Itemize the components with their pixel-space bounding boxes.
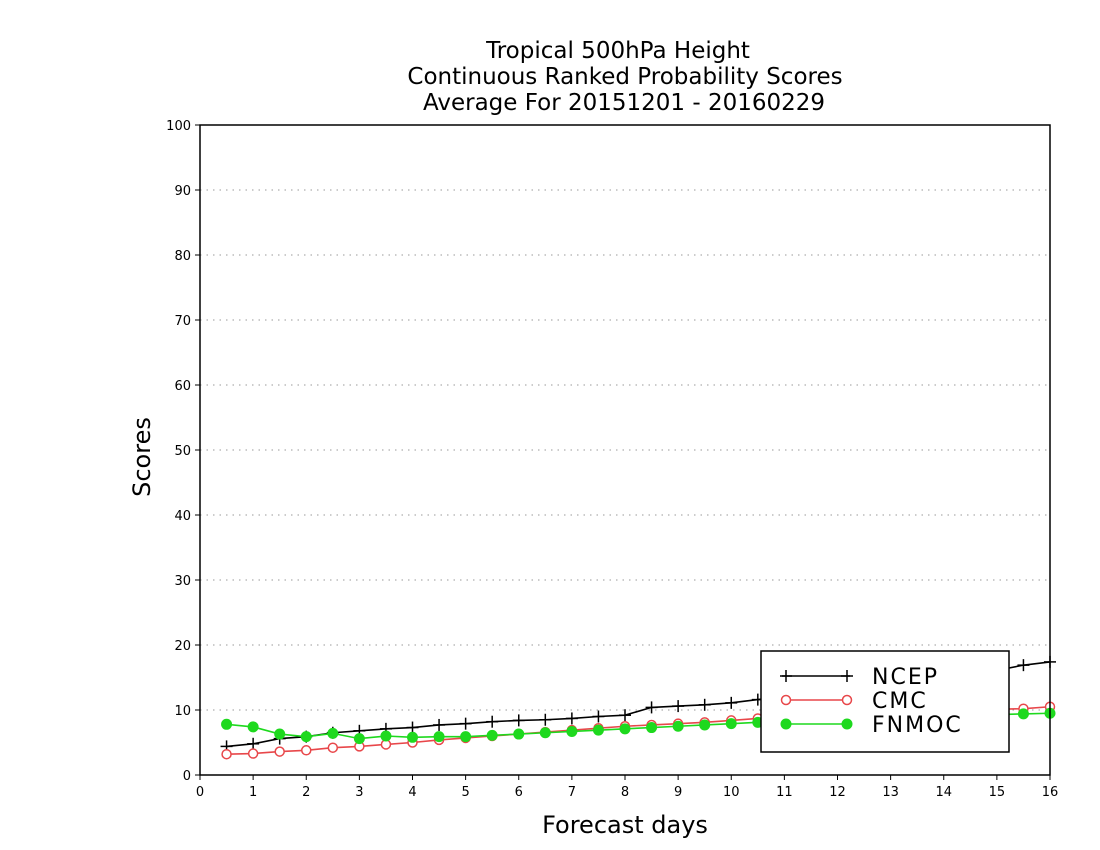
data-point-ncep (486, 715, 499, 728)
legend-marker-fnmoc (780, 718, 792, 730)
data-point-fnmoc (274, 728, 286, 740)
data-point-fnmoc (699, 719, 711, 731)
data-point-cmc (327, 742, 339, 753)
data-point-ncep (1017, 659, 1030, 672)
legend-marker-cmc (780, 694, 792, 706)
x-tick-label: 8 (621, 785, 629, 800)
legend-label-fnmoc: FNMOC (872, 713, 963, 738)
x-tick-label: 9 (674, 785, 682, 800)
data-point-fnmoc (646, 722, 658, 734)
x-tick-label: 11 (776, 785, 793, 800)
y-tick-label: 20 (174, 639, 191, 654)
data-point-fnmoc (1017, 708, 1029, 720)
x-tick-label: 12 (829, 785, 846, 800)
data-point-fnmoc (513, 728, 525, 740)
data-point-fnmoc (486, 729, 498, 741)
x-tick-label: 10 (723, 785, 740, 800)
title-line-3: Average For 20151201 - 20160229 (423, 90, 825, 116)
x-tick-label: 15 (989, 785, 1006, 800)
x-tick-label: 1 (249, 785, 257, 800)
y-axis-label: Scores (128, 417, 156, 497)
y-tick-label: 100 (166, 119, 191, 134)
y-tick-label: 70 (174, 314, 191, 329)
data-point-fnmoc (433, 731, 445, 743)
x-axis-label: Forecast days (542, 811, 708, 839)
x-axis-ticks: 0 1 2 3 4 5 6 7 8 9 10 11 12 13 14 15 16 (196, 775, 1058, 800)
x-tick-label: 6 (515, 785, 523, 800)
data-point-ncep (433, 718, 446, 731)
title-line-1: Tropical 500hPa Height (485, 38, 750, 64)
data-point-ncep (539, 713, 552, 726)
legend-marker-fnmoc (841, 718, 853, 730)
y-tick-label: 10 (174, 704, 191, 719)
data-point-cmc (274, 746, 285, 757)
data-point-ncep (406, 721, 419, 734)
legend-marker-ncep (841, 670, 853, 682)
y-tick-label: 50 (174, 444, 191, 459)
data-point-fnmoc (566, 725, 578, 737)
data-point-fnmoc (672, 720, 684, 732)
x-tick-label: 16 (1042, 785, 1059, 800)
data-point-fnmoc (247, 721, 259, 733)
chart-title: Tropical 500hPa Height Continuous Ranked… (407, 38, 842, 116)
data-point-fnmoc (221, 718, 233, 730)
data-point-cmc (247, 748, 259, 759)
legend-marker-ncep (780, 670, 792, 682)
data-point-ncep (645, 701, 658, 714)
data-point-ncep (672, 700, 685, 713)
title-line-2: Continuous Ranked Probability Scores (407, 64, 842, 90)
legend-marker-cmc (841, 694, 853, 706)
data-point-fnmoc (300, 731, 312, 743)
legend-item-fnmoc: FNMOC (780, 713, 963, 738)
data-point-ncep (565, 712, 578, 725)
legend-item-ncep: NCEP (780, 665, 939, 690)
data-point-fnmoc (460, 731, 472, 743)
plot-frame (199, 124, 1051, 776)
data-point-cmc (301, 745, 312, 756)
data-point-ncep (592, 710, 605, 723)
data-point-fnmoc (539, 727, 551, 739)
data-point-cmc (221, 748, 232, 760)
grid-lines (200, 189, 1050, 711)
data-point-fnmoc (592, 724, 604, 736)
data-point-fnmoc (407, 731, 418, 743)
data-point-ncep (698, 698, 711, 711)
data-point-fnmoc (380, 730, 392, 742)
data-point-fnmoc (353, 733, 365, 745)
data-point-ncep (619, 709, 631, 722)
y-tick-label: 80 (174, 249, 191, 264)
x-tick-label: 13 (882, 785, 899, 800)
x-tick-label: 7 (568, 785, 576, 800)
x-tick-label: 3 (355, 785, 363, 800)
data-point-ncep (247, 737, 260, 750)
y-tick-label: 60 (174, 379, 191, 394)
x-tick-label: 14 (935, 785, 952, 800)
x-tick-label: 5 (461, 785, 469, 800)
legend-box (760, 650, 1010, 753)
data-point-ncep (459, 717, 472, 730)
legend-label-ncep: NCEP (872, 665, 939, 690)
x-tick-label: 0 (196, 785, 204, 800)
x-tick-label: 4 (408, 785, 416, 800)
y-tick-label: 40 (174, 509, 191, 524)
y-tick-label: 30 (174, 574, 191, 589)
x-tick-label: 2 (302, 785, 310, 800)
data-point-ncep (512, 714, 525, 727)
data-point-fnmoc (327, 727, 339, 739)
y-tick-label: 90 (174, 184, 191, 199)
legend-item-cmc: CMC (780, 689, 928, 714)
legend-label-cmc: CMC (872, 689, 928, 714)
data-point-ncep (725, 696, 738, 709)
data-point-fnmoc (725, 718, 737, 730)
y-axis-ticks: 0 10 20 30 40 50 60 70 80 90 100 (166, 119, 200, 784)
y-tick-label: 0 (183, 769, 191, 784)
data-point-fnmoc (619, 723, 631, 735)
